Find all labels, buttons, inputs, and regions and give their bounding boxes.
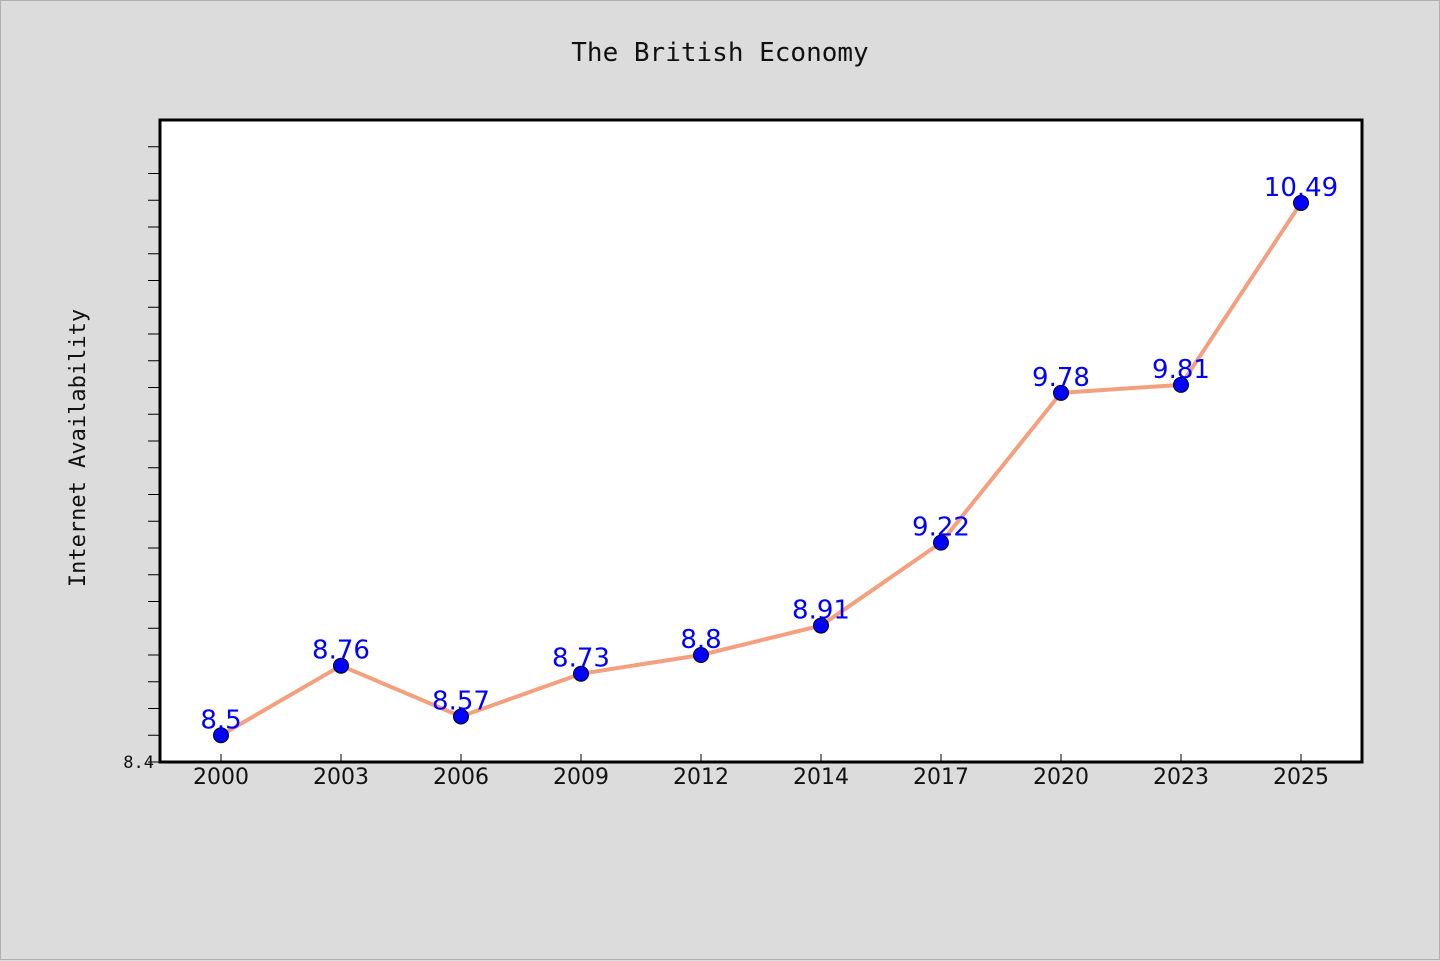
data-point xyxy=(693,647,709,663)
data-point xyxy=(1053,384,1069,401)
y-axis-ticks xyxy=(148,146,160,763)
x-tick-label: 2012 xyxy=(673,765,729,790)
x-axis-ticks xyxy=(220,754,1302,762)
data-label: 9.22 xyxy=(912,513,970,543)
plot-area xyxy=(158,118,1364,764)
series-markers xyxy=(213,194,1309,744)
y-axis-label: Internet Availability xyxy=(66,309,91,587)
x-tick-label: 2020 xyxy=(1033,765,1089,790)
x-tick-label: 2023 xyxy=(1153,765,1209,790)
x-tick-label: 2003 xyxy=(313,765,369,790)
x-tick-label: 2009 xyxy=(553,765,609,790)
data-point xyxy=(573,665,589,682)
data-label: 8.76 xyxy=(312,636,370,666)
data-point xyxy=(1173,376,1189,393)
data-label: 8.57 xyxy=(432,687,490,717)
chart-title: The British Economy xyxy=(571,38,868,68)
data-point xyxy=(213,727,229,744)
data-point xyxy=(333,657,349,674)
series-line xyxy=(219,200,1303,738)
data-label: 10.49 xyxy=(1264,173,1338,203)
x-axis-tick-labels: 2000 2003 2006 2009 2012 2014 2017 2020 2023 2025 xyxy=(193,765,1329,790)
data-label: 8.8 xyxy=(680,625,721,655)
series-lines xyxy=(219,200,1303,738)
y-tick-label: 8.4 xyxy=(123,753,154,773)
data-label: 9.81 xyxy=(1152,355,1210,385)
data-label: 8.5 xyxy=(200,705,241,735)
x-tick-label: 2000 xyxy=(193,765,249,790)
data-labels: 8.5 8.76 8.57 8.73 8.8 8.91 9.22 9.78 9.81 10.49 xyxy=(200,173,1338,735)
data-label: 8.73 xyxy=(552,644,610,674)
x-tick-label: 2025 xyxy=(1273,765,1329,790)
data-label: 8.91 xyxy=(792,596,850,626)
y-axis-tick-labels: 8.4 xyxy=(123,753,154,773)
data-point xyxy=(1293,194,1309,211)
x-tick-label: 2017 xyxy=(913,765,969,790)
x-tick-label: 2006 xyxy=(433,765,489,790)
data-point xyxy=(813,617,829,634)
data-label: 9.78 xyxy=(1032,363,1090,393)
data-point xyxy=(933,534,949,551)
data-point xyxy=(453,708,469,725)
x-tick-label: 2014 xyxy=(793,765,849,790)
